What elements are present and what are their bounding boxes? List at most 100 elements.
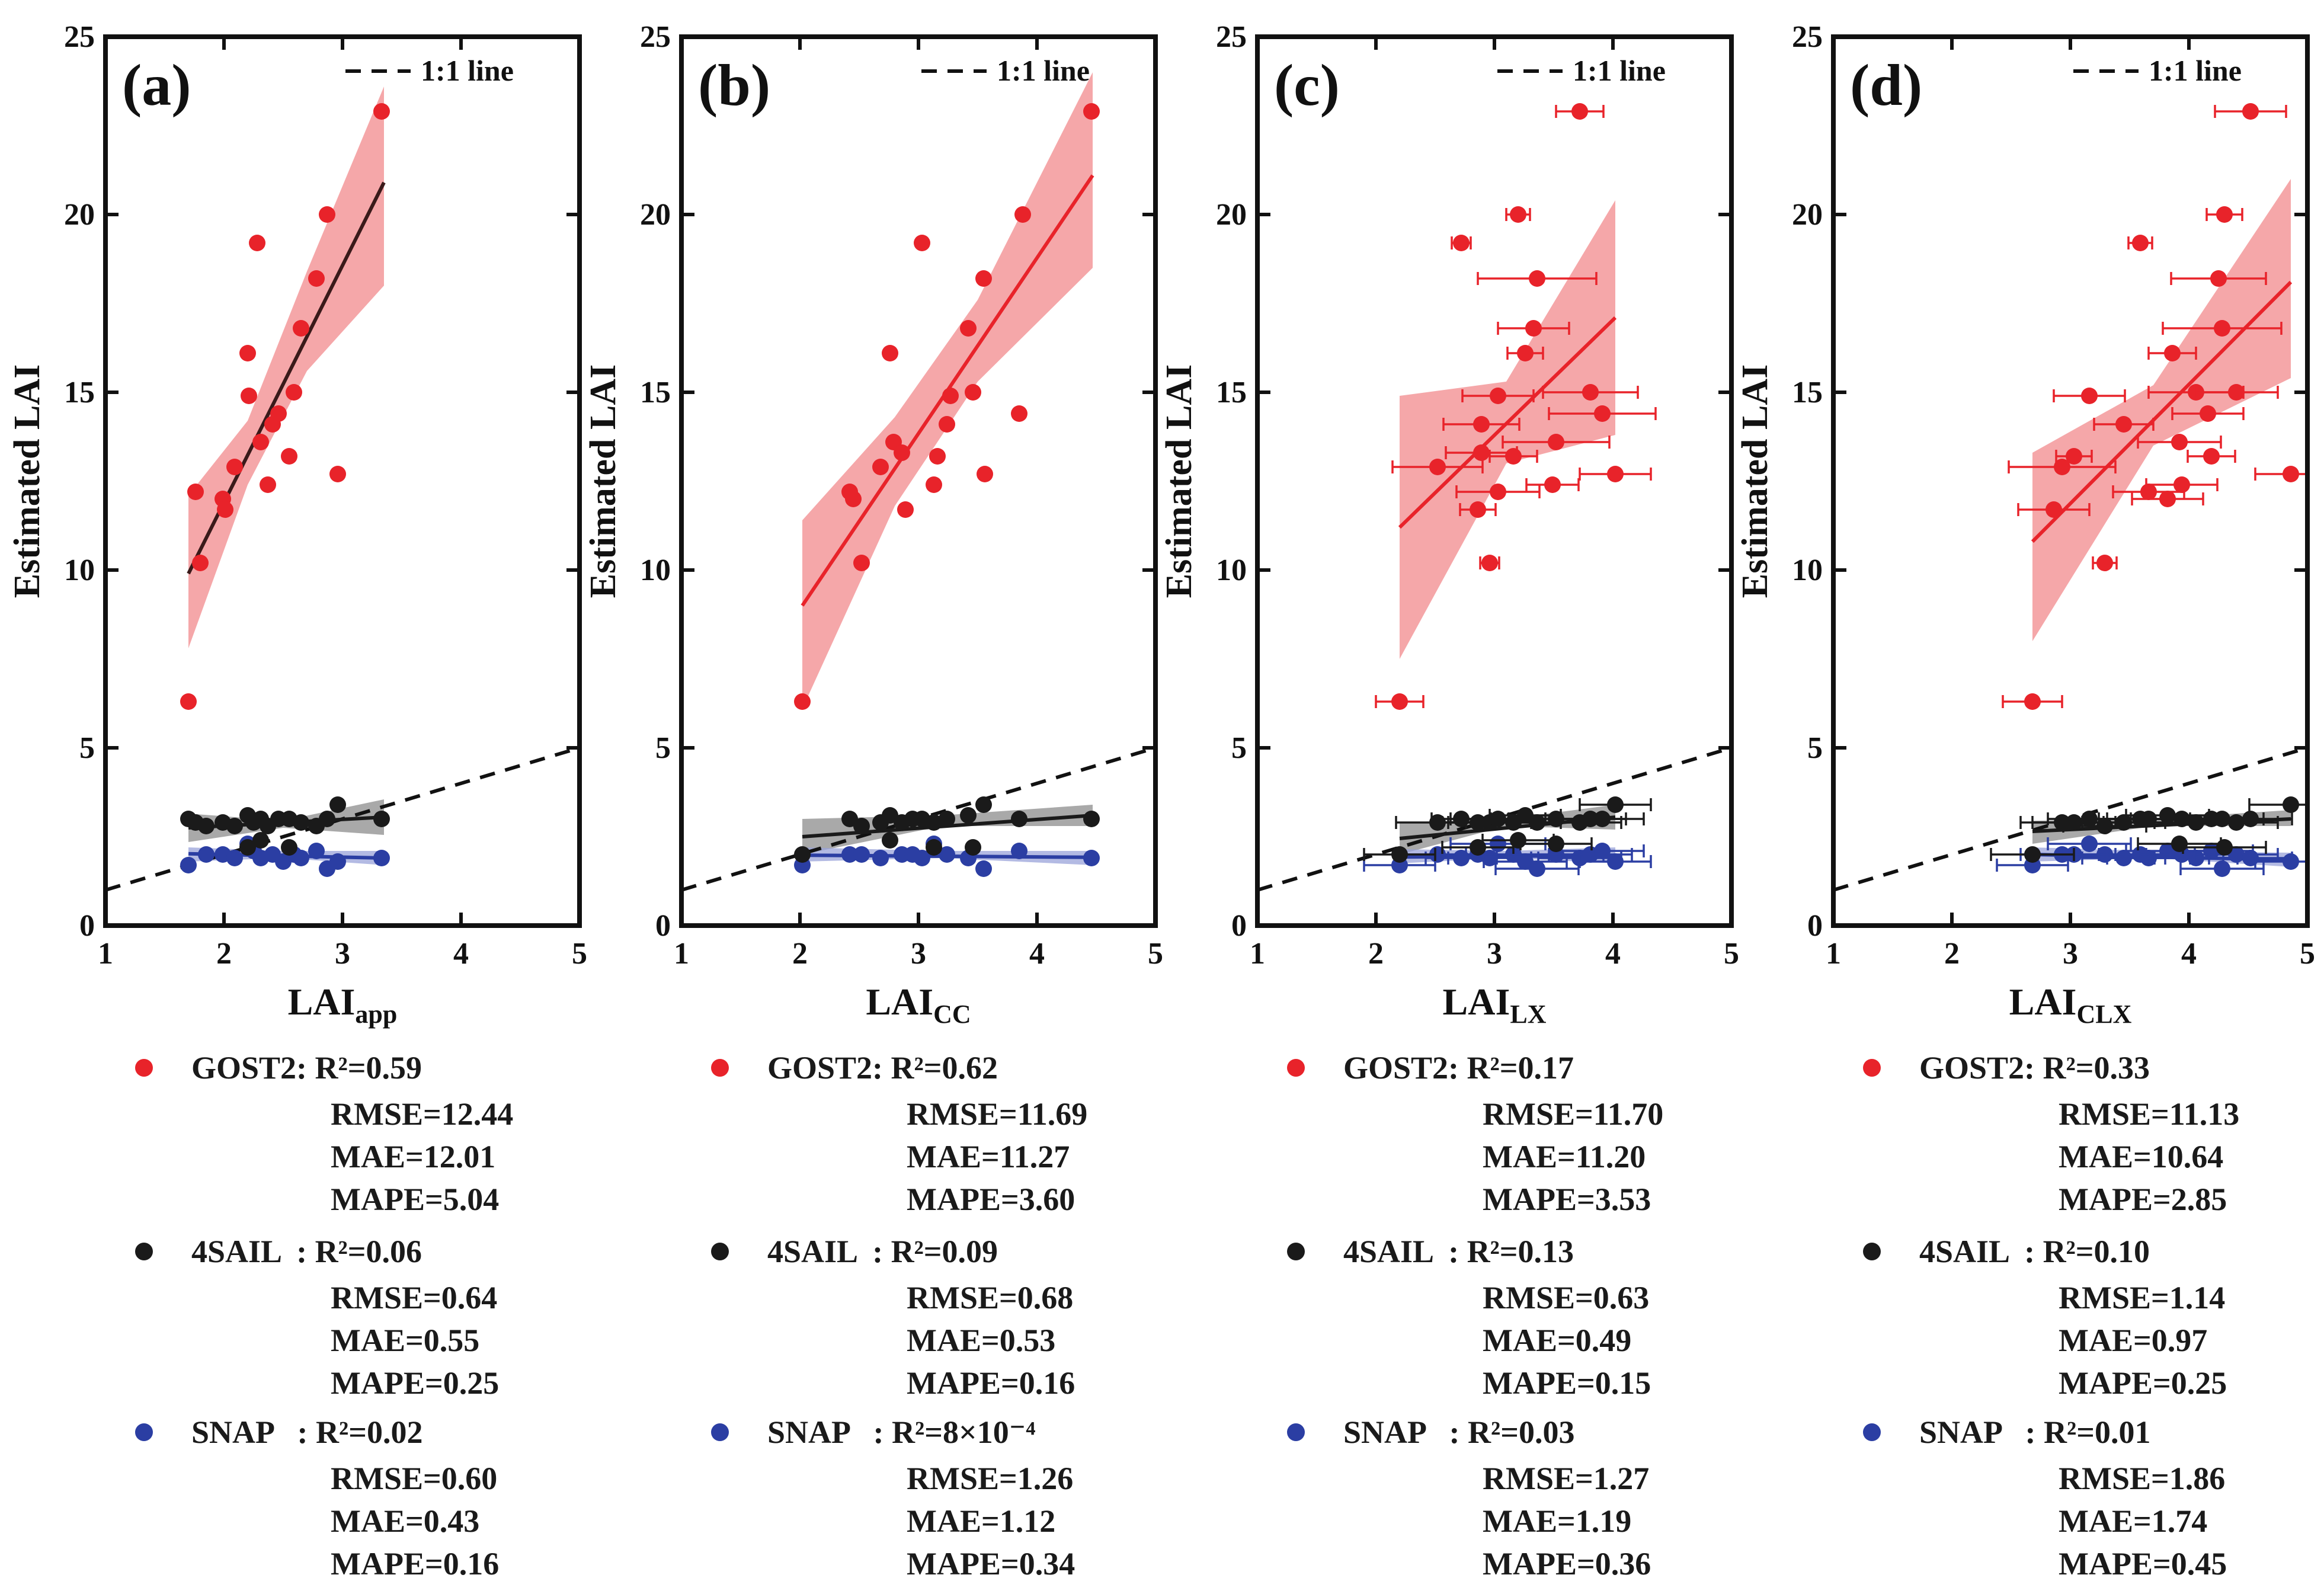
y-tick-label: 5 <box>655 731 671 765</box>
legend-metric: MAPE=0.36 <box>1483 1546 1651 1582</box>
y-axis-label: Estimated LAI <box>1159 364 1199 598</box>
point-4sail <box>965 839 981 856</box>
legend-metric: MAE=1.19 <box>1483 1503 1632 1539</box>
y-tick-label: 10 <box>64 553 95 587</box>
x-tick-label: 3 <box>1487 937 1502 971</box>
legend-metric: RMSE=0.63 <box>1483 1280 1650 1315</box>
point-snap <box>1083 850 1100 866</box>
point-gost2 <box>329 466 346 482</box>
point-4sail <box>794 846 811 863</box>
legend-metric: MAPE=0.25 <box>331 1365 500 1401</box>
point-gost2 <box>2140 484 2157 500</box>
x-tick-label: 2 <box>792 937 808 971</box>
point-gost2 <box>1490 484 1506 500</box>
panel-c: 0 5 10 15 20 25 1 2 3 4 5 (c) 1:1 line Estimated LAI L… <box>1159 20 1739 1029</box>
point-4sail <box>2171 836 2188 852</box>
point-snap <box>373 850 390 866</box>
legend-metric: RMSE=1.86 <box>2059 1461 2226 1496</box>
point-gost2 <box>882 345 898 361</box>
legend-metric: RMSE=1.27 <box>1483 1461 1650 1496</box>
legend-metric: MAE=11.20 <box>1483 1139 1646 1174</box>
x-axis-label-main: LAI <box>288 981 356 1023</box>
legend-metric: MAE=0.53 <box>907 1323 1056 1358</box>
legend-metric: RMSE=1.26 <box>907 1461 1074 1496</box>
point-gost2 <box>872 459 889 475</box>
legend-metric: RMSE=1.14 <box>2059 1280 2226 1315</box>
x-tick-label: 1 <box>674 937 689 971</box>
legend-model-label: GOST2: R²=0.59 <box>191 1050 422 1086</box>
point-gost2 <box>975 270 992 287</box>
point-gost2 <box>2164 345 2181 361</box>
point-gost2 <box>270 405 287 422</box>
y-tick-label: 20 <box>640 198 671 232</box>
point-gost2 <box>942 388 959 404</box>
point-gost2 <box>1607 466 1624 482</box>
legend-metric: MAPE=0.16 <box>331 1546 500 1582</box>
point-4sail <box>2159 807 2176 824</box>
point-4sail <box>926 839 942 856</box>
point-gost2 <box>1505 448 1522 465</box>
y-tick-label: 0 <box>1231 909 1247 943</box>
point-snap <box>841 846 858 863</box>
point-gost2 <box>187 484 204 500</box>
legend-metric: MAE=1.74 <box>2059 1503 2208 1539</box>
legend-model-label: SNAP : R²=0.02 <box>191 1414 423 1450</box>
legend-marker-snap <box>135 1423 153 1441</box>
y-tick-label: 25 <box>640 20 671 54</box>
x-tick-label: 2 <box>1368 937 1384 971</box>
legend-line-label: 1:1 line <box>1573 54 1666 87</box>
point-4sail <box>281 839 297 856</box>
y-tick-label: 10 <box>1216 553 1247 587</box>
legend-metric: RMSE=0.68 <box>907 1280 1074 1315</box>
point-gost2 <box>960 320 977 337</box>
point-gost2 <box>319 206 335 223</box>
panel-label: (a) <box>122 52 191 118</box>
point-gost2 <box>2216 206 2233 223</box>
legend-metric: MAPE=3.53 <box>1483 1182 1651 1217</box>
legend-metric: MAE=11.27 <box>907 1139 1070 1174</box>
point-gost2 <box>2173 476 2190 493</box>
y-tick-label: 15 <box>64 376 95 409</box>
point-gost2 <box>914 235 930 251</box>
point-gost2 <box>2066 448 2082 465</box>
point-gost2 <box>2045 501 2062 518</box>
point-gost2 <box>897 501 914 518</box>
legend-marker-4sail <box>1287 1243 1305 1260</box>
point-4sail <box>319 811 335 827</box>
x-tick-label: 1 <box>1250 937 1265 971</box>
point-snap <box>2081 836 2098 852</box>
point-gost2 <box>217 501 233 518</box>
x-tick-label: 4 <box>2181 937 2197 971</box>
legend-metric: MAE=1.12 <box>907 1503 1056 1539</box>
point-4sail <box>2242 811 2259 827</box>
panel-b: 0 5 10 15 20 25 1 2 3 4 5 (b) 1:1 line Estimated LAI L… <box>583 20 1163 1029</box>
legend-metric: MAE=10.64 <box>2059 1139 2224 1174</box>
x-tick-label: 2 <box>216 937 232 971</box>
legend-metric: RMSE=11.70 <box>1483 1096 1664 1132</box>
point-gost2 <box>226 459 243 475</box>
point-gost2 <box>1490 388 1506 404</box>
point-4sail <box>1548 836 1564 852</box>
point-gost2 <box>1083 103 1100 120</box>
x-tick-label: 1 <box>98 937 113 971</box>
point-4sail <box>226 818 243 834</box>
point-snap <box>1607 853 1624 870</box>
point-snap <box>939 846 955 863</box>
point-4sail <box>2283 796 2299 813</box>
point-4sail <box>252 832 269 849</box>
point-4sail <box>1083 811 1100 827</box>
legend-model-label: 4SAIL : R²=0.06 <box>191 1234 422 1269</box>
x-tick-label: 2 <box>1944 937 1960 971</box>
point-snap <box>308 843 325 859</box>
point-gost2 <box>1544 476 1561 493</box>
x-axis-label-main: LAI <box>2009 981 2077 1023</box>
plot-area <box>105 87 580 892</box>
point-gost2 <box>252 434 269 450</box>
point-snap <box>226 850 243 866</box>
legend-metric: MAPE=0.15 <box>1483 1365 1651 1401</box>
point-gost2 <box>845 491 862 507</box>
y-tick-label: 0 <box>79 909 95 943</box>
legend-metric: MAPE=0.45 <box>2059 1546 2227 1582</box>
point-gost2 <box>1453 235 1470 251</box>
